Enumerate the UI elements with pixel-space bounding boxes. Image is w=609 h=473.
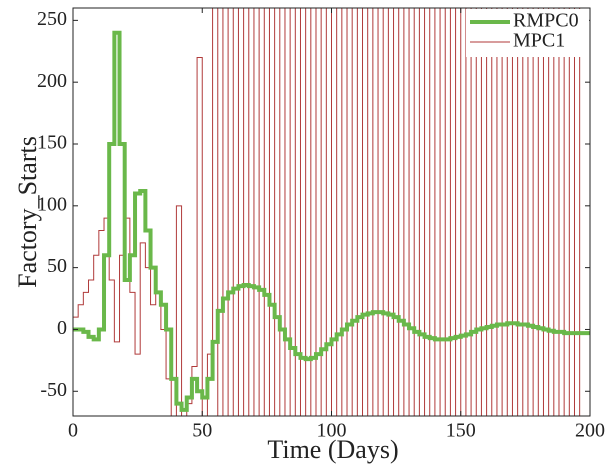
- plot-area: [73, 8, 590, 416]
- x-tick-label: 100: [317, 420, 347, 442]
- series-line: [73, 30, 590, 412]
- y-axis-label: Factory_Starts: [13, 136, 42, 288]
- y-tick-label: 200: [37, 70, 67, 92]
- series-line: [73, 8, 581, 416]
- legend-label: MPC1: [513, 30, 565, 52]
- y-tick-label: 100: [37, 193, 67, 215]
- x-tick-label: 0: [68, 420, 78, 442]
- x-tick-label: 50: [192, 420, 212, 442]
- legend-box: [466, 9, 589, 57]
- y-tick-label: -50: [40, 379, 67, 401]
- y-tick-label: 150: [37, 132, 67, 154]
- x-axis-label: Time (Days): [267, 435, 398, 464]
- x-tick-label: 200: [575, 420, 605, 442]
- x-tick-label: 150: [446, 420, 476, 442]
- y-tick-label: 0: [57, 317, 67, 339]
- y-tick-label: 50: [47, 255, 67, 277]
- legend-label: RMPC0: [513, 10, 579, 32]
- y-tick-label: 250: [37, 8, 67, 30]
